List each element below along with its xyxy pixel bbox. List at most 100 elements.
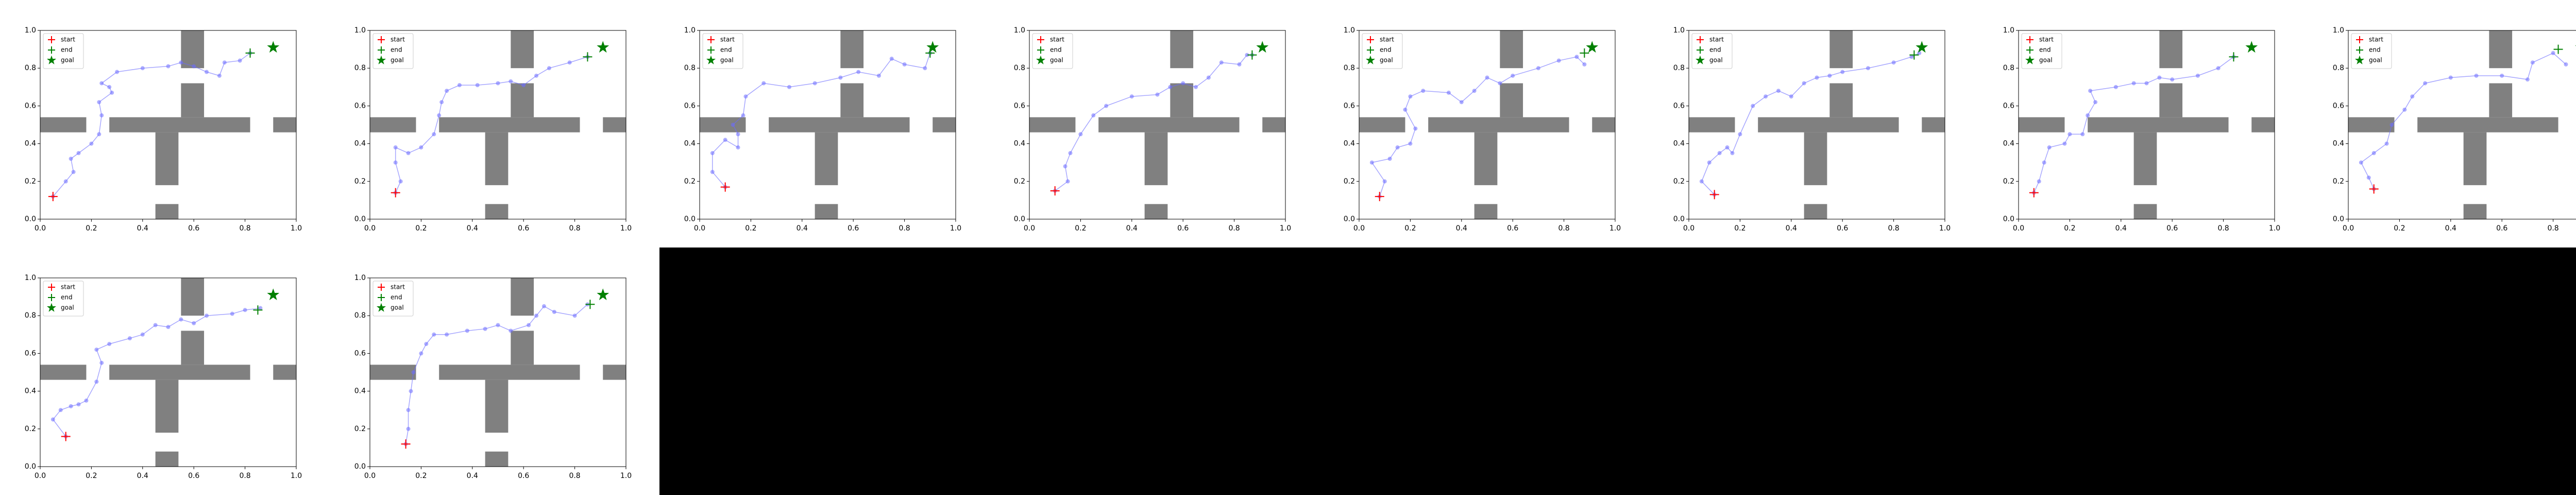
trajectory-point [2195,73,2200,78]
y-tick-label: 0.0 [354,215,366,223]
trajectory-point [1408,94,1413,99]
y-tick-label: 0.2 [1344,177,1355,186]
obstacle [40,365,87,380]
trajectory-point [84,398,89,403]
x-tick-label: 0.2 [415,472,427,480]
x-tick-label: 0.6 [1837,224,1848,233]
x-tick-label: 1.0 [620,224,632,233]
trajectory-point [509,328,513,333]
trajectory-point [1802,81,1806,86]
trajectory-point [2564,62,2568,67]
legend-marker [1367,46,1374,54]
trajectory-point [889,56,894,61]
trajectory-point [406,426,411,431]
trajectory-point [567,60,572,65]
x-tick-label: 0.4 [2445,224,2456,233]
legend-label: start [720,36,735,43]
trajectory-point [1245,53,1249,57]
trajectory-point [439,100,444,105]
trajectory-point [2359,160,2363,165]
y-tick-label: 0.2 [1673,177,1685,186]
end-marker [253,305,263,315]
obstacle [1144,204,1168,219]
legend-label: goal [1050,57,1063,64]
axes-frame [1359,30,1616,220]
x-tick-label: 1.0 [291,224,302,233]
end-marker [245,48,255,58]
obstacle [109,365,250,380]
legend-label: end [2369,46,2381,54]
obstacle [181,278,205,316]
y-tick-label: 0.2 [1014,177,1025,186]
y-tick-label: 1.0 [25,26,36,35]
trajectory-point [419,145,423,150]
trajectory-point [205,314,209,318]
trajectory-point [465,328,469,333]
y-tick-label: 0.8 [354,311,366,320]
trajectory-point [2170,77,2175,82]
x-tick-label: 0.2 [2064,224,2075,233]
trajectory-point [2144,81,2149,86]
obstacle [181,30,205,69]
y-tick-label: 0.2 [2333,177,2344,186]
obstacle [933,117,956,133]
legend-marker [46,303,57,312]
obstacle [2348,117,2395,133]
x-tick-label: 1.0 [1939,224,1951,233]
obstacle [1500,30,1523,69]
trajectory-point [432,132,436,137]
obstacle [2133,132,2157,186]
trajectory-point [521,83,526,88]
end-marker [585,300,595,309]
y-tick-label: 0.0 [2003,215,2014,223]
trajectory-point [1866,66,1870,71]
x-tick-label: 0.6 [2496,224,2507,233]
y-tick-label: 1.0 [684,26,696,35]
x-tick-label: 0.0 [1024,224,1035,233]
legend-label: start [391,36,405,43]
trajectory-point [166,64,171,69]
end-marker [1580,48,1589,58]
legend-label: goal [720,57,734,64]
legend-label: start [1709,36,1724,43]
trajectory-point [1369,160,1374,165]
obstacle [769,117,910,133]
trajectory-point [393,160,398,165]
x-tick-label: 0.0 [364,472,376,480]
x-tick-label: 0.8 [899,224,910,233]
y-tick-label: 0.8 [25,311,36,320]
obstacle [1829,83,1853,118]
goal-marker [2245,41,2258,53]
trajectory-point [761,81,766,86]
y-tick-label: 0.4 [25,140,36,148]
obstacle [439,365,580,380]
trajectory-point [736,145,740,150]
obstacle [1829,30,1853,69]
y-tick-label: 0.8 [25,64,36,72]
obstacle [2417,117,2558,133]
x-tick-label: 0.0 [35,224,46,233]
x-tick-label: 0.4 [137,224,148,233]
x-tick-label: 0.8 [2217,224,2229,233]
trajectory-point [2042,160,2046,165]
trajectory-point [437,113,442,118]
end-marker [1909,50,1919,60]
y-tick-label: 0.4 [1014,140,1025,148]
y-tick-label: 0.0 [1673,215,1685,223]
legend-marker [706,55,716,64]
legend-marker [48,36,55,43]
subplot: 0.00.20.40.60.81.00.00.20.40.60.81.0star… [2308,0,2576,248]
trajectory-point [1498,81,1502,86]
axes-frame [1029,30,1286,220]
trajectory-point [2423,81,2428,86]
trajectory-point [1699,179,1704,184]
y-tick-label: 0.8 [2333,64,2344,72]
trajectory-point [1556,58,1561,63]
end-marker [2553,44,2563,54]
x-tick-label: 0.4 [1126,224,1138,233]
trajectory-point [2131,81,2136,86]
legend-marker [46,55,57,64]
trajectory-point [222,60,227,65]
y-tick-label: 0.4 [2333,140,2344,148]
